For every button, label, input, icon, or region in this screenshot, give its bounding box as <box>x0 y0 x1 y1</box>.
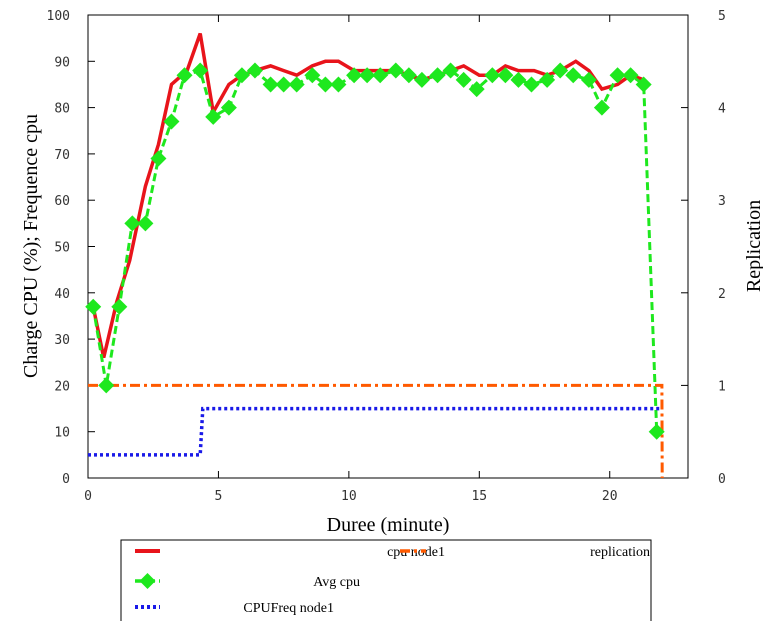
data-point-marker <box>497 67 514 84</box>
data-point-marker <box>539 71 556 88</box>
series-line-2 <box>88 406 662 457</box>
data-point-marker <box>413 71 430 88</box>
data-point-marker <box>593 99 610 116</box>
y-tick-label: 50 <box>54 241 70 256</box>
series-markers <box>85 62 665 440</box>
legend-box <box>120 539 652 621</box>
x-tick-label: 0 <box>84 489 92 504</box>
data-point-marker <box>580 71 597 88</box>
data-point-marker <box>124 215 141 232</box>
y-axis-label: Charge CPU (%); Frequence cpu <box>20 114 42 378</box>
series-line-0 <box>91 32 645 358</box>
data-point-marker <box>288 76 305 93</box>
y-tick-label: 90 <box>54 55 70 70</box>
y-tick-label: 20 <box>54 379 70 394</box>
series-line-3 <box>88 383 664 479</box>
data-point-marker <box>346 67 363 84</box>
data-point-marker <box>275 76 292 93</box>
y2-tick-label: 5 <box>718 9 726 24</box>
data-point-marker <box>262 76 279 93</box>
data-point-marker <box>648 423 665 440</box>
y-tick-label: 100 <box>47 9 70 24</box>
data-point-marker <box>330 76 347 93</box>
data-point-marker <box>400 67 417 84</box>
data-point-marker <box>429 67 446 84</box>
data-point-marker <box>233 67 250 84</box>
data-point-marker <box>304 67 321 84</box>
data-point-marker <box>220 99 237 116</box>
y-tick-label: 40 <box>54 287 70 302</box>
data-point-marker <box>455 71 472 88</box>
data-point-marker <box>552 62 569 79</box>
data-point-marker <box>150 150 167 167</box>
legend-label-1: Avg cpu <box>313 575 360 590</box>
y-tick-label: 60 <box>54 194 70 209</box>
data-point-marker <box>622 67 639 84</box>
y2-axis-label: Replication <box>743 200 763 292</box>
data-point-marker <box>523 76 540 93</box>
data-point-marker <box>246 62 263 79</box>
y-tick-label: 80 <box>54 102 70 117</box>
data-point-marker <box>359 67 376 84</box>
data-point-marker <box>484 67 501 84</box>
y-tick-label: 30 <box>54 333 70 348</box>
data-point-marker <box>192 62 209 79</box>
y2-tick-label: 2 <box>718 287 726 302</box>
data-point-marker <box>442 62 459 79</box>
y-tick-label: 0 <box>62 472 70 487</box>
legend-label-3: replication <box>590 545 650 560</box>
x-tick-label: 20 <box>602 489 618 504</box>
axis-ticks: 0 5 10 15 20 0 10 20 30 40 50 60 70 80 90 100 0 1 2 3 4 5 <box>47 9 726 504</box>
data-point-marker <box>609 67 626 84</box>
data-point-marker <box>137 215 154 232</box>
data-point-marker <box>635 76 652 93</box>
data-point-marker <box>510 71 527 88</box>
legend-label-2: CPUFreq node1 <box>243 601 334 616</box>
y2-tick-label: 4 <box>718 102 726 117</box>
data-point-marker <box>372 67 389 84</box>
x-tick-label: 10 <box>341 489 357 504</box>
data-point-marker <box>565 67 582 84</box>
y2-tick-label: 1 <box>718 379 726 394</box>
data-point-marker <box>98 377 115 394</box>
series-lines <box>88 32 664 479</box>
x-tick-label: 15 <box>471 489 487 504</box>
y2-tick-label: 3 <box>718 194 726 209</box>
x-tick-label: 5 <box>215 489 223 504</box>
data-point-marker <box>85 298 102 315</box>
y-tick-label: 70 <box>54 148 70 163</box>
data-point-marker <box>163 113 180 130</box>
data-point-marker <box>176 67 193 84</box>
legend-marker <box>139 573 156 589</box>
y-tick-label: 10 <box>54 426 70 441</box>
series-line-1 <box>91 68 659 432</box>
data-point-marker <box>111 298 128 315</box>
y2-tick-label: 0 <box>718 472 726 487</box>
data-point-marker <box>387 62 404 79</box>
data-point-marker <box>205 108 222 125</box>
data-point-marker <box>468 81 485 98</box>
x-axis-label: Duree (minute) <box>327 514 450 536</box>
data-point-marker <box>317 76 334 93</box>
